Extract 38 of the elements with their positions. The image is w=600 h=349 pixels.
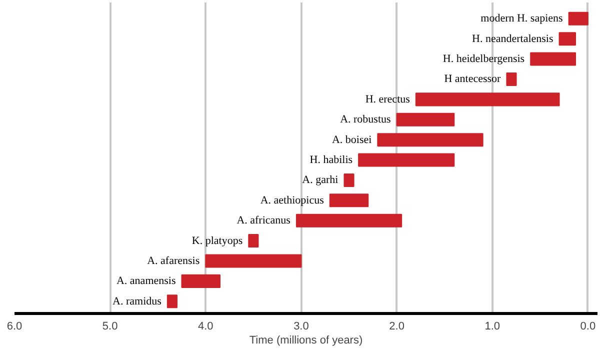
y-tick-label: H. heidelbergensis (442, 53, 525, 66)
y-tick-label: A. ramidus (112, 295, 162, 308)
y-tick-label: A. aethiopicus (260, 194, 324, 206)
x-tick-label: 3.0 (294, 320, 309, 332)
y-tick-label: modern H. sapiens (480, 12, 563, 25)
y-tick-label: K. platyops (192, 234, 243, 247)
x-axis-title: Time (millions of years) (249, 334, 363, 346)
y-tick-label: A. afarensis (147, 254, 200, 267)
x-tick-label: 5.0 (102, 320, 118, 332)
bar (415, 92, 560, 106)
bar (530, 52, 576, 66)
y-tick-label: H. neandertalensis (472, 32, 554, 45)
x-tick-label: 0.0 (580, 320, 596, 332)
x-tick-label: 1.0 (484, 320, 500, 332)
y-tick-label: A. anamensis (116, 275, 176, 288)
y-tick-label: H. habilis (310, 154, 353, 166)
bar (568, 12, 588, 26)
x-tick-label: 2.0 (389, 320, 404, 332)
y-tick-label: A. robustus (340, 114, 391, 126)
bar (396, 112, 455, 126)
bar (181, 274, 220, 288)
bar (558, 32, 576, 46)
bar (377, 133, 484, 147)
bar (358, 153, 455, 167)
y-tick-label: A. boisei (332, 134, 372, 146)
y-tick-label: H antecessor (444, 73, 502, 86)
bar (344, 173, 354, 187)
y-tick-label: A. garhi (302, 174, 338, 186)
bar (329, 194, 369, 208)
bar (166, 294, 178, 308)
bar (205, 254, 302, 268)
bar (248, 234, 259, 248)
y-tick-label: H. erectus (365, 93, 410, 106)
y-tick-label: A. africanus (236, 214, 290, 227)
bar (506, 72, 517, 86)
x-tick-label: 4.0 (198, 320, 214, 332)
bar (296, 214, 402, 228)
x-tick-label: 6.0 (6, 320, 22, 332)
